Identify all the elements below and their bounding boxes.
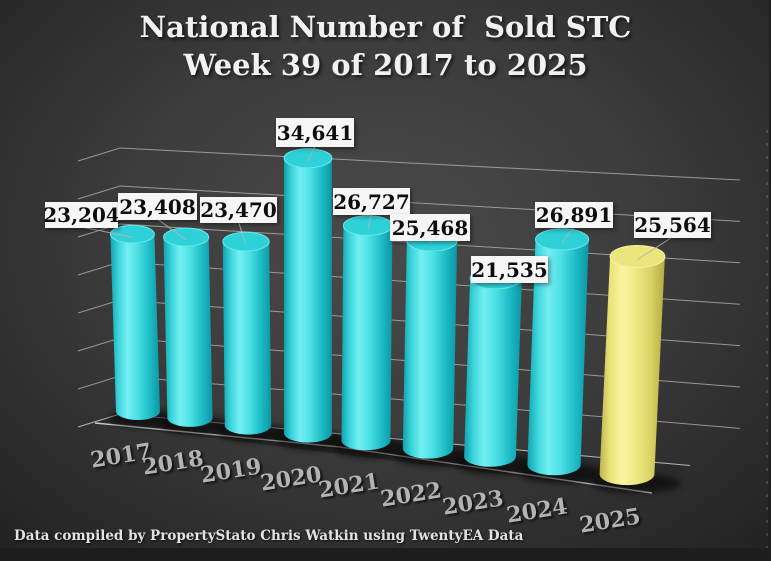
cylinder-top [535, 228, 590, 251]
chart-title-line-2: Week 39 of 2017 to 2025 [183, 48, 588, 82]
value-label-2018: 23,408 [118, 193, 197, 220]
label-leader-line [637, 236, 673, 260]
cylinder-body [464, 278, 522, 467]
gridline [77, 147, 741, 181]
gridline [77, 223, 741, 264]
bar-cylinder-2018 [163, 227, 213, 427]
bar-cylinder-2024 [527, 228, 590, 476]
value-label-2024: 26,891 [535, 202, 613, 228]
cylinder-top [283, 148, 333, 169]
label-leader-line [367, 213, 372, 229]
cylinder-body [284, 158, 332, 443]
bar-cylinder-2025 [599, 245, 666, 486]
bar-cylinder-2020 [283, 148, 333, 443]
cylinder-body [163, 237, 213, 427]
cylinder-top [163, 227, 210, 247]
gridline [77, 185, 741, 222]
cylinder-body [527, 239, 589, 476]
label-leader-line [81, 226, 133, 238]
label-leader-line [238, 221, 247, 245]
cylinder-body [222, 241, 272, 435]
cylinder-top [609, 245, 666, 268]
label-leader-line [157, 218, 187, 241]
data-credit: Data compiled by PropertyStato Chris Wat… [14, 528, 524, 544]
label-leader-lines [81, 145, 673, 283]
value-label-2019: 23,470 [200, 197, 277, 223]
slide-bottom-edge [0, 548, 771, 561]
value-label-2023: 21,535 [471, 256, 548, 283]
value-label-2021: 26,727 [333, 188, 410, 215]
label-leader-line [307, 145, 316, 162]
cylinder-body [402, 240, 458, 459]
chart-title: National Number of Sold STC Week 39 of 2… [0, 8, 771, 84]
bar-cylinder-2021 [341, 215, 393, 451]
cylinder-body [110, 234, 160, 420]
chart-title-line-1: National Number of Sold STC [139, 10, 632, 44]
value-label-2017: 23,204 [43, 202, 120, 228]
bar-cylinder-2017 [109, 224, 160, 420]
label-leader-line [561, 226, 575, 243]
value-label-2025: 25,564 [634, 212, 711, 238]
bar-cylinder-2019 [222, 231, 272, 435]
bar-cylinder-2023 [464, 267, 523, 467]
cylinder-top [222, 231, 270, 252]
cylinder-body [599, 256, 665, 486]
cylinder-top [342, 215, 393, 236]
slide-right-edge [769, 0, 771, 561]
value-label-2022: 25,468 [390, 214, 470, 241]
bar-cylinder-2022 [402, 230, 458, 459]
value-label-2020: 34,641 [276, 118, 354, 147]
cylinder-body [341, 225, 393, 451]
cylinder-top [109, 224, 155, 244]
